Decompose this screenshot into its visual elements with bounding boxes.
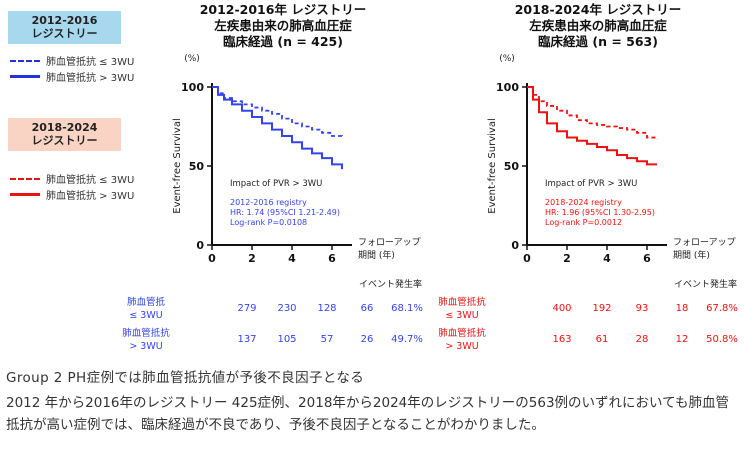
series-line-gt3wu bbox=[527, 86, 657, 166]
legend-swatch-solid-red bbox=[10, 193, 40, 196]
risk-row-label: 肺血管抵 bbox=[127, 296, 166, 308]
y-unit-label: (%) bbox=[184, 54, 200, 64]
risk-value: 28 bbox=[636, 334, 649, 345]
risk-value: 137 bbox=[237, 334, 256, 345]
legend-label: 肺血管抵抗 > 3WU bbox=[46, 73, 135, 84]
chart-title-line: 臨床経過 (n = 425) bbox=[223, 34, 343, 49]
x-axis-label: 期間 (年) bbox=[673, 249, 710, 261]
risk-value: 105 bbox=[277, 334, 296, 345]
y-unit-label: (%) bbox=[499, 54, 515, 64]
legend-item-2018-le3: 肺血管抵抗 ≤ 3WU bbox=[10, 171, 134, 186]
x-axis-label: フォローアップ bbox=[673, 237, 736, 248]
legend-item-2018-gt3: 肺血管抵抗 > 3WU bbox=[10, 187, 134, 202]
x-axis-label: フォローアップ bbox=[358, 237, 421, 248]
risk-row-label: ≤ 3WU bbox=[129, 310, 162, 321]
chart-title-line: 左疾患由来の肺高血圧症 bbox=[528, 18, 667, 33]
risk-value: 93 bbox=[636, 303, 649, 314]
risk-rate: 67.8% bbox=[706, 303, 738, 314]
caption-body: 2012 年から2016年のレジストリー 425症例、2018年から2024年の… bbox=[6, 395, 729, 433]
y-tick-label: 100 bbox=[496, 81, 519, 94]
risk-table-header: イベント発生率 bbox=[674, 278, 737, 290]
annotation-line: 2018-2024 registry bbox=[545, 198, 622, 207]
risk-row-label: 肺血管抵抗 bbox=[438, 327, 486, 339]
chart-title-line: 左疾患由来の肺高血圧症 bbox=[213, 18, 352, 33]
annotation-line: 2012-2016 registry bbox=[230, 198, 307, 207]
x-tick-label: 6 bbox=[643, 252, 651, 265]
series-line-le3wu bbox=[212, 86, 343, 138]
risk-value: 192 bbox=[592, 303, 611, 314]
chart-title-line: 2018-2024年 レジストリー bbox=[515, 2, 682, 17]
legend-title-2018-2024: 2018-2024 レジストリー bbox=[8, 118, 121, 151]
x-tick-label: 4 bbox=[288, 252, 296, 265]
risk-value: 279 bbox=[237, 303, 256, 314]
annotation-line: HR: 1.96 (95%CI 1.30-2.95) bbox=[545, 208, 655, 217]
x-tick-label: 6 bbox=[328, 252, 336, 265]
y-tick-label: 0 bbox=[196, 239, 204, 252]
risk-rate: 50.8% bbox=[706, 334, 738, 345]
risk-value: 128 bbox=[317, 303, 336, 314]
risk-value: 26 bbox=[361, 334, 374, 345]
x-tick-label: 4 bbox=[603, 252, 611, 265]
legend-label: 肺血管抵抗 ≤ 3WU bbox=[46, 175, 135, 186]
series-line-le3wu bbox=[527, 86, 658, 140]
legend-swatch-solid-blue bbox=[10, 75, 40, 78]
annotation-line: Log-rank P=0.0108 bbox=[230, 218, 307, 227]
legend-label: 肺血管抵抗 ≤ 3WU bbox=[46, 57, 135, 68]
y-tick-label: 0 bbox=[511, 239, 519, 252]
x-tick-label: 0 bbox=[523, 252, 531, 265]
x-axis-label: 期間 (年) bbox=[358, 249, 395, 261]
legend-title-2012-2016: 2012-2016 レジストリー bbox=[8, 11, 121, 44]
risk-row-label: > 3WU bbox=[445, 341, 478, 352]
risk-value: 18 bbox=[676, 303, 689, 314]
risk-value: 66 bbox=[361, 303, 374, 314]
caption-title: Group 2 PH症例では肺血管抵抗値が予後不良因子となる bbox=[6, 370, 365, 386]
legend-swatch-dashed-red bbox=[10, 177, 40, 180]
annotation-heading: Impact of PVR > 3WU bbox=[230, 179, 322, 189]
annotation-line: HR: 1.74 (95%CI 1.21-2.49) bbox=[230, 208, 340, 217]
annotation-line: Log-rank P=0.0012 bbox=[545, 218, 622, 227]
chart-title-line: 臨床経過 (n = 563) bbox=[538, 34, 658, 49]
risk-value: 163 bbox=[552, 334, 571, 345]
legend-item-2012-gt3: 肺血管抵抗 > 3WU bbox=[10, 69, 134, 84]
x-tick-label: 2 bbox=[563, 252, 571, 265]
risk-rate: 68.1% bbox=[391, 303, 423, 314]
legend-swatch-dashed-blue bbox=[10, 59, 40, 62]
y-tick-label: 50 bbox=[189, 160, 205, 173]
risk-row-label: ≤ 3WU bbox=[445, 310, 478, 321]
x-tick-label: 0 bbox=[208, 252, 216, 265]
annotation-heading: Impact of PVR > 3WU bbox=[545, 179, 637, 189]
y-tick-label: 100 bbox=[181, 81, 204, 94]
risk-table-header: イベント発生率 bbox=[359, 278, 422, 290]
risk-value: 57 bbox=[321, 334, 334, 345]
series-line-gt3wu bbox=[212, 86, 343, 170]
risk-row-label: > 3WU bbox=[129, 341, 162, 352]
risk-rate: 49.7% bbox=[391, 334, 423, 345]
y-tick-label: 50 bbox=[504, 160, 520, 173]
y-axis-label: Event-free Survival bbox=[487, 118, 498, 213]
risk-row-label: 肺血管抵抗 bbox=[438, 296, 486, 308]
x-tick-label: 2 bbox=[248, 252, 256, 265]
chart-title-line: 2012-2016年 レジストリー bbox=[200, 2, 367, 17]
legend-label: 肺血管抵抗 > 3WU bbox=[46, 191, 135, 202]
risk-row-label: 肺血管抵抗 bbox=[122, 327, 170, 339]
risk-value: 230 bbox=[277, 303, 296, 314]
risk-value: 400 bbox=[552, 303, 571, 314]
risk-value: 12 bbox=[676, 334, 689, 345]
y-axis-label: Event-free Survival bbox=[172, 118, 183, 213]
legend-item-2012-le3: 肺血管抵抗 ≤ 3WU bbox=[10, 53, 134, 68]
risk-value: 61 bbox=[596, 334, 609, 345]
